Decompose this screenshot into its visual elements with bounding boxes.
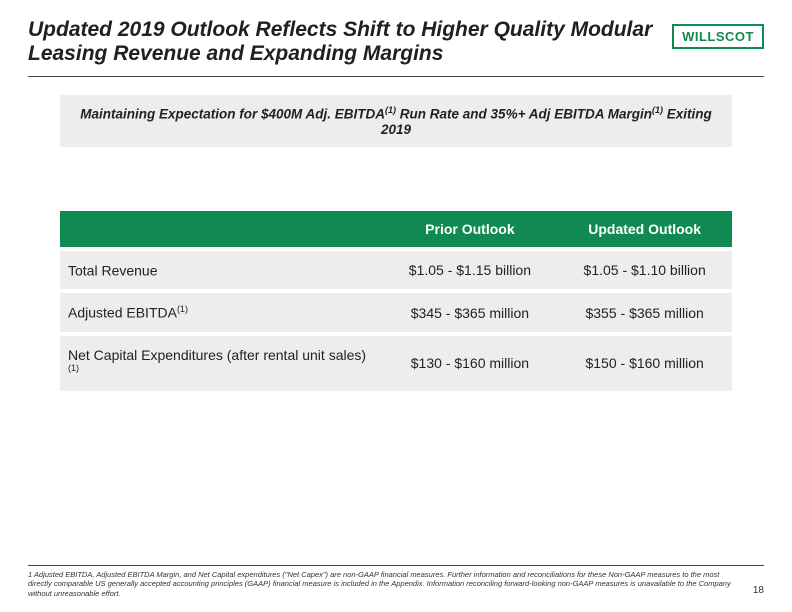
outlook-table-wrap: Prior Outlook Updated Outlook Total Reve… xyxy=(60,207,732,395)
cell-updated: $150 - $160 million xyxy=(557,336,732,391)
metric-sup: (1) xyxy=(68,363,79,373)
metric-label: Adjusted EBITDA xyxy=(68,305,177,321)
table-row: Total Revenue $1.05 - $1.15 billion $1.0… xyxy=(60,251,732,290)
page-title: Updated 2019 Outlook Reflects Shift to H… xyxy=(28,18,662,66)
col-header-updated: Updated Outlook xyxy=(557,211,732,247)
table-header-row: Prior Outlook Updated Outlook xyxy=(60,211,732,247)
footer-divider xyxy=(28,565,764,566)
table-row: Adjusted EBITDA(1) $345 - $365 million $… xyxy=(60,293,732,332)
cell-metric: Total Revenue xyxy=(60,251,383,290)
cell-updated: $1.05 - $1.10 billion xyxy=(557,251,732,290)
cell-metric: Net Capital Expenditures (after rental u… xyxy=(60,336,383,391)
header: Updated 2019 Outlook Reflects Shift to H… xyxy=(0,0,792,72)
banner-text-pre: Maintaining Expectation for $400M Adj. E… xyxy=(80,107,385,122)
page-number: 18 xyxy=(753,585,764,596)
cell-updated: $355 - $365 million xyxy=(557,293,732,332)
brand-logo: WILLSCOT xyxy=(672,24,764,49)
metric-label: Total Revenue xyxy=(68,262,158,278)
cell-metric: Adjusted EBITDA(1) xyxy=(60,293,383,332)
outlook-table: Prior Outlook Updated Outlook Total Reve… xyxy=(60,207,732,395)
cell-prior: $130 - $160 million xyxy=(383,336,558,391)
metric-sup: (1) xyxy=(177,304,188,314)
col-header-prior: Prior Outlook xyxy=(383,211,558,247)
cell-prior: $345 - $365 million xyxy=(383,293,558,332)
footnote-text: 1 Adjusted EBITDA, Adjusted EBITDA Margi… xyxy=(28,570,764,598)
metric-label: Net Capital Expenditures (after rental u… xyxy=(68,347,366,363)
header-divider xyxy=(28,76,764,77)
table-row: Net Capital Expenditures (after rental u… xyxy=(60,336,732,391)
banner-sup-1: (1) xyxy=(385,105,396,115)
highlight-banner: Maintaining Expectation for $400M Adj. E… xyxy=(60,95,732,147)
col-header-metric xyxy=(60,211,383,247)
cell-prior: $1.05 - $1.15 billion xyxy=(383,251,558,290)
banner-sup-2: (1) xyxy=(652,105,663,115)
banner-text-mid: Run Rate and 35%+ Adj EBITDA Margin xyxy=(396,107,652,122)
footer: 1 Adjusted EBITDA, Adjusted EBITDA Margi… xyxy=(28,565,764,598)
